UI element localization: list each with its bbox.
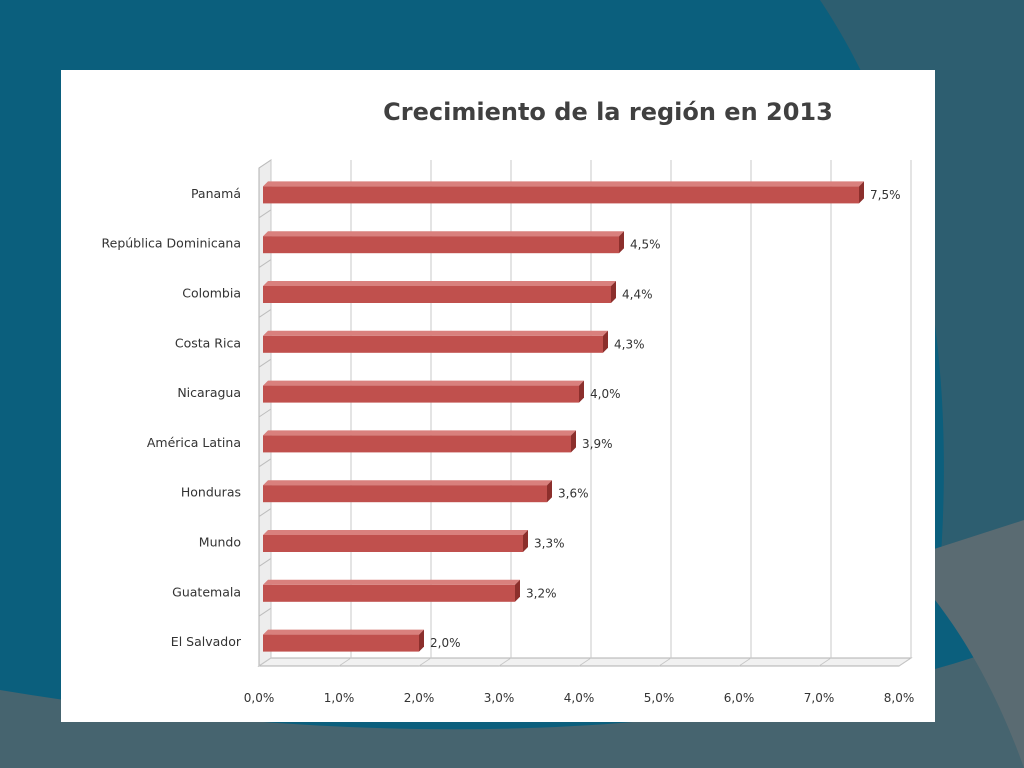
floor-gridline xyxy=(818,657,832,667)
floor-gridline xyxy=(658,657,672,667)
bar-top xyxy=(263,629,424,635)
bar-end xyxy=(619,231,624,254)
wall-gridline xyxy=(258,159,272,169)
bar-top xyxy=(263,530,528,535)
wall-gridline xyxy=(258,607,272,617)
bar-top xyxy=(263,231,624,237)
data-label: 3,3% xyxy=(534,537,565,551)
category-label: Honduras xyxy=(181,485,241,500)
x-tick-label: 7,0% xyxy=(804,691,835,705)
bar-top xyxy=(263,330,608,336)
x-tick-label: 0,0% xyxy=(244,691,275,705)
bar xyxy=(263,584,515,602)
wall-gridline xyxy=(258,557,272,567)
bar xyxy=(263,535,523,552)
x-tick-label: 6,0% xyxy=(724,691,755,705)
wall-gridline xyxy=(258,358,272,368)
x-tick-label: 5,0% xyxy=(644,691,675,705)
x-tick-label: 3,0% xyxy=(484,691,515,705)
bar-chart: 0,0% 1,0% 2,0% 3,0% 4,0% 5,0% 6,0% 7,0% 8,0% Pana… xyxy=(102,159,915,705)
x-tick-label: 2,0% xyxy=(404,691,435,705)
bar xyxy=(263,435,571,453)
floor-gridline xyxy=(898,657,912,667)
data-label: 3,6% xyxy=(558,487,589,501)
bar-end xyxy=(515,579,520,602)
category-label: Guatemala xyxy=(172,584,241,599)
wall-gridline xyxy=(258,508,272,518)
floor-gridline xyxy=(258,657,272,667)
floor-gridline xyxy=(498,657,512,667)
bar xyxy=(263,634,419,652)
data-label: 4,3% xyxy=(614,337,645,351)
category-label: Costa Rica xyxy=(175,335,241,350)
floor-gridline xyxy=(578,657,592,667)
bar xyxy=(263,485,547,503)
chart-title: Crecimiento de la región en 2013 xyxy=(383,98,833,126)
bar-end xyxy=(611,281,616,303)
wall-gridline xyxy=(258,408,272,418)
floor-gridline xyxy=(418,657,432,667)
category-label: El Salvador xyxy=(171,634,242,649)
bar-top xyxy=(263,181,864,187)
bar-end xyxy=(579,380,584,403)
category-label: América Latina xyxy=(147,435,241,450)
bar xyxy=(263,236,619,254)
floor-gridline xyxy=(338,657,352,667)
bar xyxy=(263,335,603,353)
bar xyxy=(263,286,611,303)
bar-top xyxy=(263,579,520,585)
category-label: Nicaragua xyxy=(177,385,241,400)
x-tick-label: 4,0% xyxy=(564,691,595,705)
data-label: 4,5% xyxy=(630,238,661,252)
bar-end xyxy=(419,629,424,652)
wall-gridline xyxy=(258,259,272,269)
bar-end xyxy=(571,430,576,453)
data-label: 3,2% xyxy=(526,586,557,600)
bar xyxy=(263,186,859,204)
category-label: Panamá xyxy=(191,186,241,201)
category-label: Mundo xyxy=(199,535,241,550)
data-label: 2,0% xyxy=(430,636,461,650)
bar-end xyxy=(603,330,608,353)
data-label: 4,4% xyxy=(622,288,653,302)
bar-end xyxy=(859,181,864,204)
data-label: 7,5% xyxy=(870,188,901,202)
bar-top xyxy=(263,380,584,386)
bar-end xyxy=(523,530,528,552)
bar xyxy=(263,385,579,403)
wall-gridline xyxy=(258,458,272,468)
bar-top xyxy=(263,480,552,486)
chart-panel: 0,0% 1,0% 2,0% 3,0% 4,0% 5,0% 6,0% 7,0% 8,0% Pana… xyxy=(61,70,935,722)
wall-gridline xyxy=(258,308,272,318)
data-label: 3,9% xyxy=(582,437,613,451)
floor-gridline xyxy=(738,657,752,667)
data-label: 4,0% xyxy=(590,387,621,401)
x-tick-label: 8,0% xyxy=(884,691,915,705)
wall-gridline xyxy=(258,209,272,219)
category-label: República Dominicana xyxy=(102,236,242,251)
category-label: Colombia xyxy=(182,286,241,301)
x-tick-label: 1,0% xyxy=(324,691,355,705)
bar-top xyxy=(263,430,576,436)
bar-top xyxy=(263,281,616,286)
bar-end xyxy=(547,480,552,503)
